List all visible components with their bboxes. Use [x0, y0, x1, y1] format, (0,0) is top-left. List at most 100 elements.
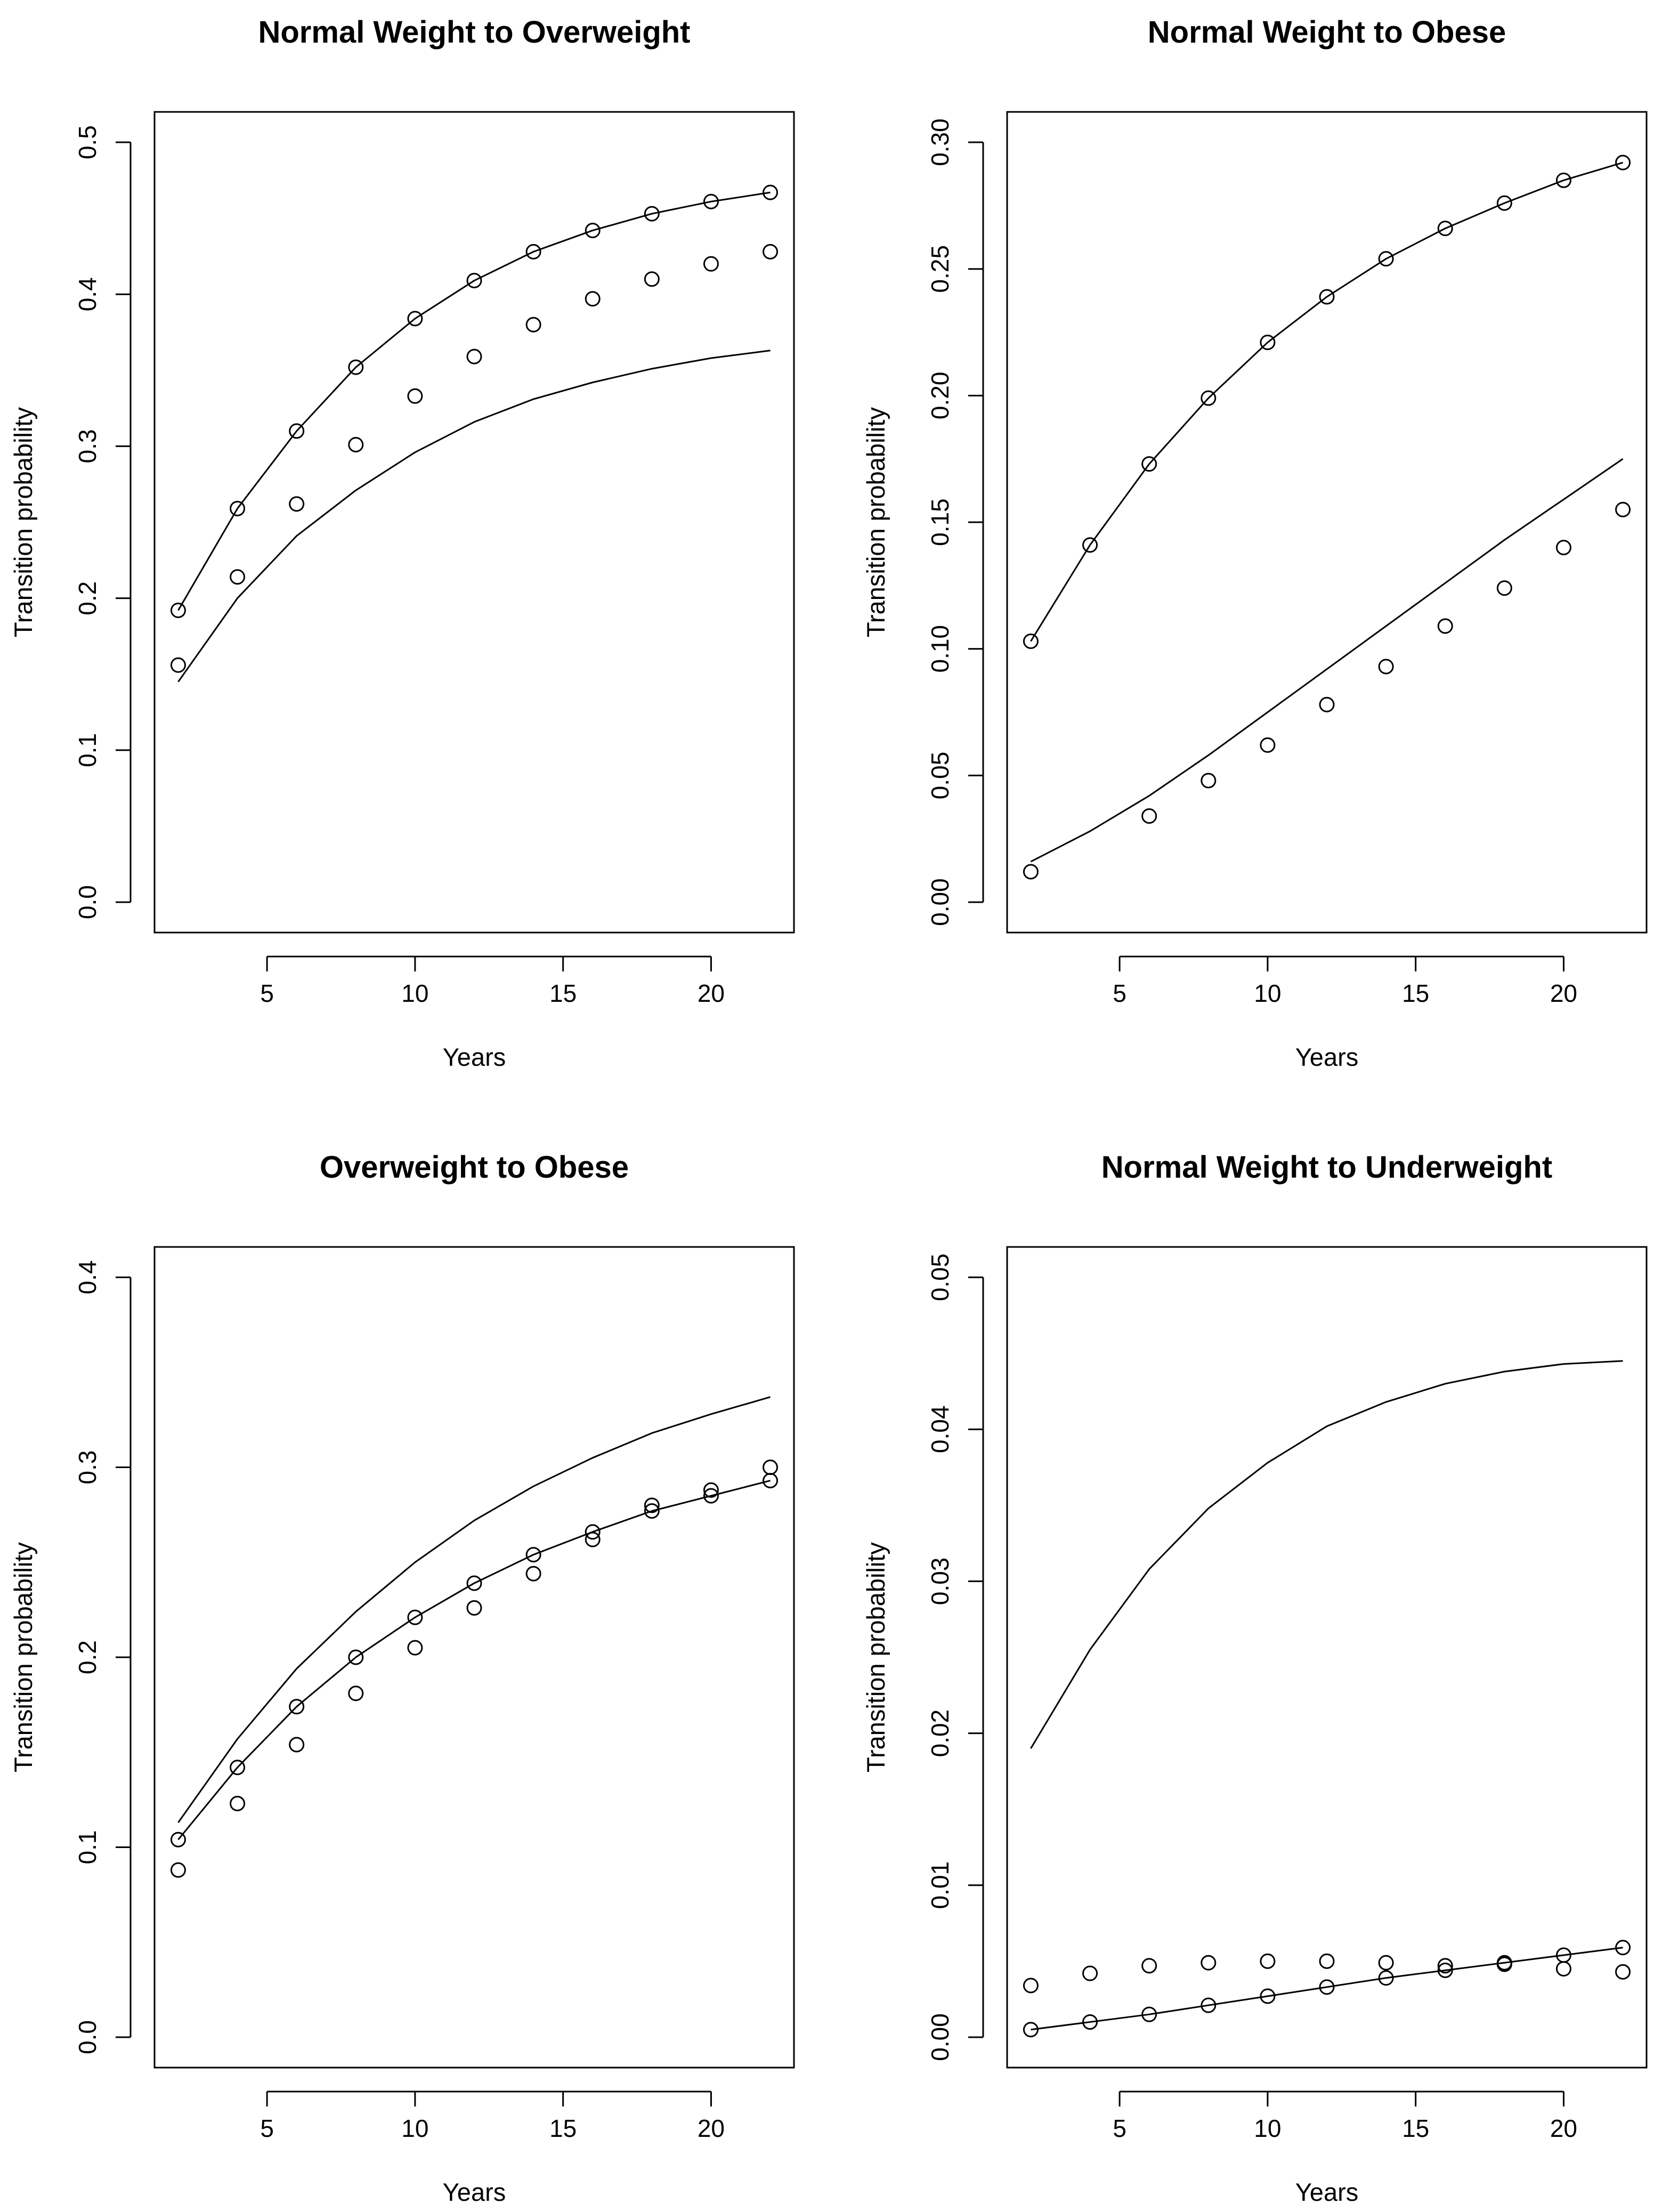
x-tick-label: 10 [1254, 979, 1281, 1007]
data-point [1260, 335, 1276, 351]
data-point [1378, 1970, 1394, 1986]
y-tick-label: 0.5 [74, 125, 101, 159]
data-point [466, 349, 482, 364]
data-point [230, 1760, 246, 1776]
x-axis-label: Years [1295, 1043, 1358, 1071]
series-line [177, 1480, 771, 1841]
data-point [1437, 221, 1453, 237]
data-point [1260, 737, 1276, 753]
data-point [763, 244, 779, 260]
data-point [525, 1547, 541, 1562]
plot-frame [1006, 1246, 1648, 2069]
data-point [1023, 633, 1039, 649]
x-tick-label: 20 [698, 979, 725, 1007]
data-point [585, 291, 601, 307]
chart-title: Normal Weight to Overweight [258, 15, 690, 50]
y-tick-label: 0.1 [74, 733, 101, 767]
data-point [1201, 773, 1217, 789]
x-tick-label: 10 [401, 2114, 428, 2142]
data-point [1141, 808, 1157, 824]
series-2 [1023, 1940, 1631, 2038]
data-point [1260, 1988, 1276, 2004]
plot-frame [153, 111, 795, 934]
series-1 [1030, 1360, 1623, 1749]
data-point [644, 1503, 660, 1519]
data-point [585, 222, 601, 238]
data-point [1378, 251, 1394, 267]
x-tick-label: 15 [1402, 979, 1429, 1007]
y-tick-label: 0.1 [74, 1830, 101, 1865]
data-point [289, 496, 305, 512]
data-point [1201, 1955, 1217, 1971]
data-point [1615, 1964, 1631, 1980]
y-tick-label: 0.02 [926, 1709, 954, 1757]
data-point [170, 657, 186, 673]
x-tick-label: 15 [549, 979, 577, 1007]
data-point [1319, 696, 1335, 712]
y-tick-label: 0.25 [926, 245, 954, 293]
data-point [170, 602, 186, 618]
series-line [177, 350, 771, 683]
data-point [1141, 1958, 1157, 1974]
data-point [1141, 2006, 1157, 2022]
data-point [1319, 289, 1335, 305]
data-point [1319, 1953, 1335, 1969]
series-2 [170, 1472, 779, 1848]
y-tick-label: 0.0 [74, 2020, 101, 2054]
x-tick-label: 15 [549, 2114, 577, 2142]
x-tick-label: 15 [1402, 2114, 1429, 2142]
series-line [1030, 1360, 1623, 1749]
data-point [1201, 1997, 1217, 2013]
series-2 [170, 244, 779, 673]
y-tick-label: 0.3 [74, 1451, 101, 1485]
data-point [1615, 1940, 1631, 1956]
data-point [644, 1497, 660, 1513]
data-point [763, 184, 779, 200]
data-point [525, 1566, 541, 1582]
data-point [348, 1649, 364, 1665]
y-tick-label: 0.10 [926, 625, 954, 673]
data-point [585, 1532, 601, 1547]
y-tick-label: 0.4 [74, 1260, 101, 1294]
series-1 [170, 184, 779, 618]
series-line [177, 191, 771, 611]
y-tick-label: 0.20 [926, 372, 954, 420]
y-tick-label: 0.2 [74, 581, 101, 615]
data-point [407, 1640, 423, 1656]
data-point [1437, 1962, 1453, 1978]
plot-frame [1006, 111, 1648, 934]
x-tick-label: 5 [260, 979, 274, 1007]
x-tick-label: 20 [1550, 2114, 1577, 2142]
y-tick-label: 0.05 [926, 752, 954, 800]
data-point [1378, 1955, 1394, 1971]
y-tick-label: 0.03 [926, 1558, 954, 1606]
data-point [466, 1575, 482, 1591]
y-tick-label: 0.3 [74, 429, 101, 463]
data-point [703, 193, 719, 209]
series-3 [1030, 458, 1624, 863]
data-point [703, 256, 719, 272]
y-tick-label: 0.04 [926, 1405, 954, 1453]
data-point [1082, 537, 1098, 553]
y-tick-label: 0.01 [926, 1861, 954, 1909]
data-point [1082, 2014, 1098, 2030]
data-point [1615, 155, 1631, 171]
y-tick-label: 0.15 [926, 498, 954, 546]
data-point [230, 500, 246, 516]
chart-title: Normal Weight to Underweight [1101, 1150, 1552, 1185]
series-line [1030, 458, 1624, 863]
data-point [1023, 864, 1039, 880]
x-tick-label: 5 [260, 2114, 274, 2142]
data-point [1496, 580, 1512, 596]
data-point [644, 271, 660, 287]
data-point [289, 1699, 305, 1715]
y-axis-label: Transition probability [862, 407, 890, 637]
y-tick-label: 0.2 [74, 1640, 101, 1674]
series-3 [1023, 1953, 1631, 1994]
data-point [289, 1737, 305, 1753]
series-1 [177, 1396, 771, 1824]
plot-frame [153, 1246, 795, 2069]
chart-panel-4: Normal Weight to Underweight 5 10 15 20 Years… [862, 1150, 1648, 2206]
x-tick-label: 10 [1254, 2114, 1281, 2142]
